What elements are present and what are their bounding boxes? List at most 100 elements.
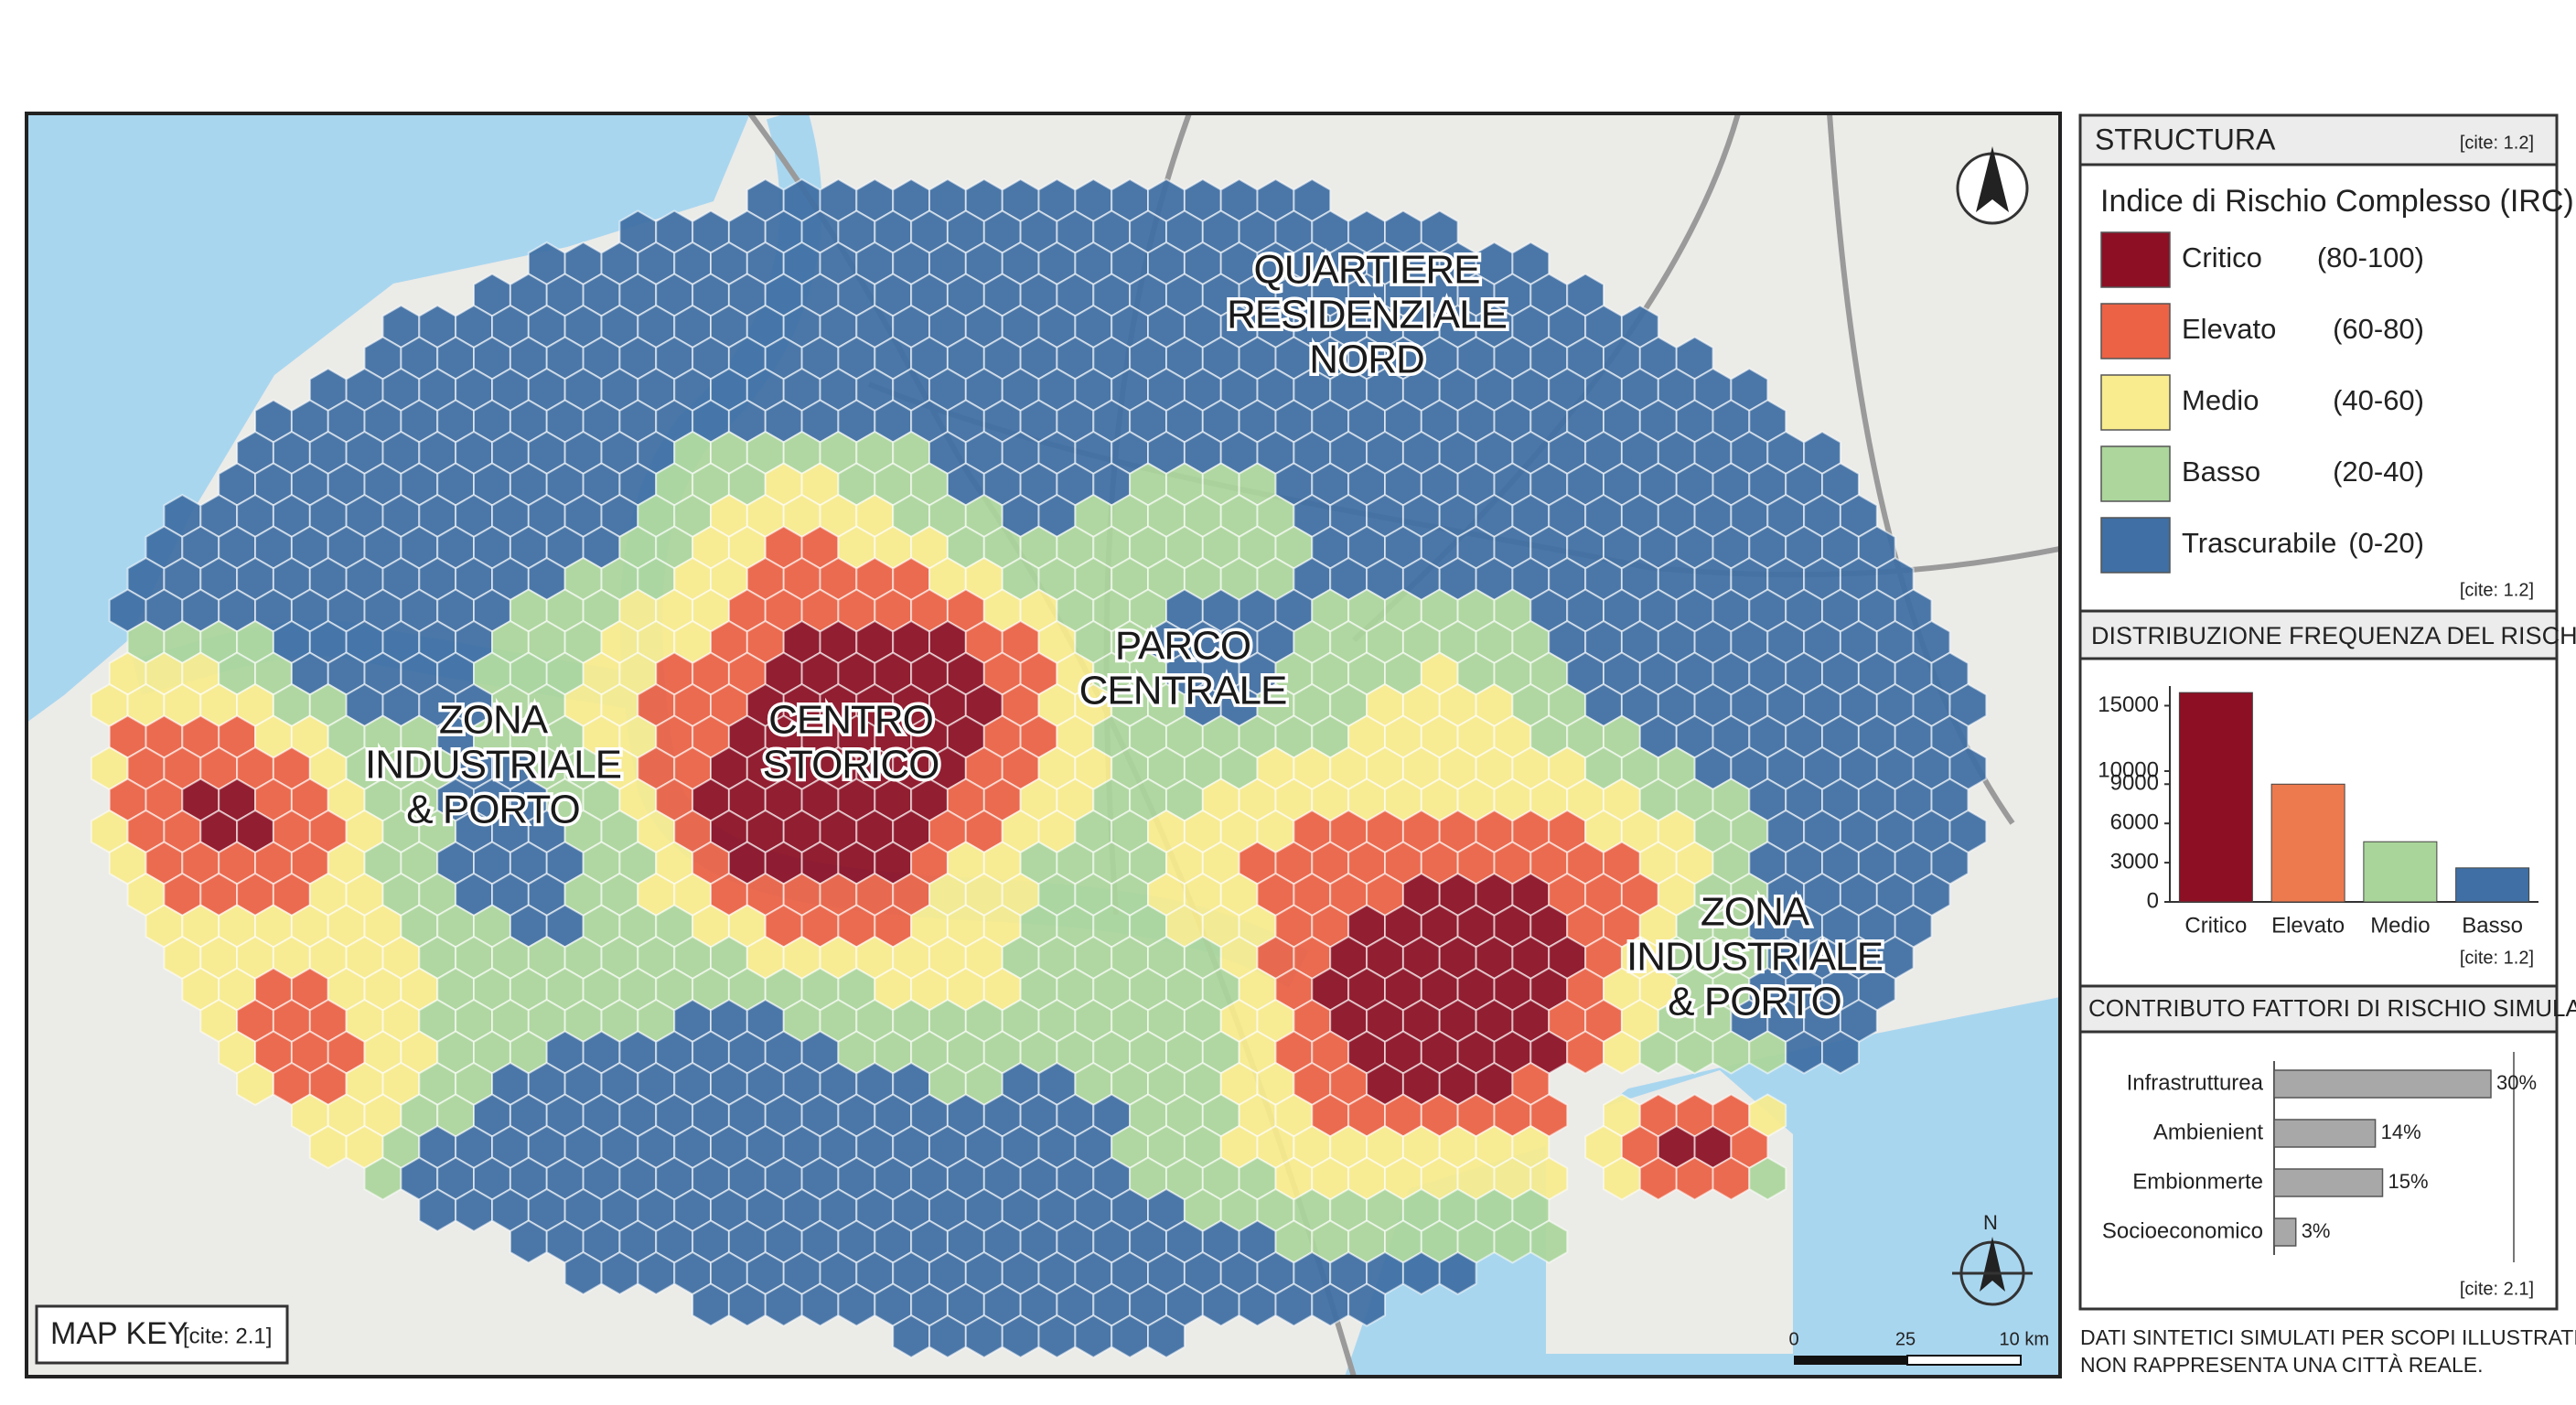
legend-name: Trascurabile: [2182, 527, 2336, 559]
legend-subtitle: Indice di Rischio Complesso (IRC): [2100, 184, 2574, 219]
hex-cell: [1675, 1030, 1714, 1075]
hex-cell: [800, 1282, 840, 1327]
map-label: QUARTIERE: [1254, 248, 1480, 293]
map-label: CENTRO: [768, 698, 933, 743]
hex-cell: [727, 1282, 767, 1327]
bar: [2273, 1217, 2297, 1247]
hex-grid: [90, 177, 1988, 1359]
hex-cell: [1147, 1314, 1186, 1359]
sea: [27, 113, 750, 723]
bar: [2270, 783, 2345, 903]
x-tick-label: Basso: [2462, 913, 2523, 938]
hex-cell: [1785, 1030, 1823, 1075]
hex-cell: [1347, 1282, 1386, 1327]
chart-title: DISTRIBUZIONE FREQUENZA DEL RISCHIO: [2091, 622, 2576, 649]
hex-cell: [1493, 1219, 1532, 1264]
bar: [2273, 1168, 2384, 1197]
hex-cell: [1530, 1219, 1569, 1264]
scale-label: 10 km: [2000, 1329, 2049, 1349]
hex-cell: [1712, 1156, 1751, 1201]
compass-small: [1952, 1237, 2033, 1306]
map-key-cite: [cite: 2.1]: [183, 1324, 272, 1348]
legend-name: Basso: [2182, 456, 2260, 488]
bar: [2455, 867, 2530, 903]
map-frame: [25, 112, 2062, 1378]
hex-cell: [1401, 1250, 1441, 1296]
value-label: 3%: [2302, 1219, 2331, 1242]
scale-bar: [1906, 1355, 2022, 1366]
hex-cell: [1748, 1156, 1787, 1201]
bar: [2273, 1069, 2492, 1099]
legend-range: (0-20): [2348, 527, 2424, 559]
value-label: 30%: [2496, 1071, 2537, 1094]
hex-cell: [1603, 1156, 1641, 1201]
chart-note: [cite: 1.2]: [2460, 948, 2534, 968]
y-tick-label: 3000: [2110, 849, 2159, 874]
legend-range: (60-80): [2333, 313, 2424, 345]
map-label: NORD: [1309, 338, 1424, 382]
legend-range: (20-40): [2333, 456, 2424, 488]
panel-header: [2078, 609, 2559, 660]
footer-line: NON RAPPRESENTA UNA CITTÀ REALE.: [2080, 1353, 2484, 1377]
hex-cell: [1821, 1030, 1860, 1075]
scale-label: 25: [1895, 1329, 1916, 1349]
hex-cell: [1201, 1282, 1240, 1327]
map-key-title: MAP KEY: [50, 1316, 188, 1351]
x-tick-label: Critico: [2184, 913, 2247, 938]
hex-cell: [308, 1124, 348, 1170]
y-tick-label: 0: [2147, 888, 2159, 913]
hex-cell: [1311, 1282, 1350, 1327]
hex-cell: [1074, 1314, 1113, 1359]
map-label: ZONA: [1701, 890, 1810, 935]
y-tick-label: 10000: [2098, 757, 2159, 782]
scale-bar: [1794, 1356, 1907, 1365]
hex-cell: [509, 1219, 548, 1264]
legend: Critico (80-100) Elevato (60-80) Medio (40-60…: [2100, 231, 2424, 574]
x-tick-label: Medio: [2370, 913, 2430, 938]
hex-cell: [1712, 1030, 1751, 1075]
legend-title: STRUCTURA: [2095, 123, 2276, 156]
y-tick-label: 6000: [2110, 810, 2159, 835]
hex-cell: [892, 1314, 930, 1359]
legend-cite: [cite: 1.2]: [2460, 133, 2534, 153]
north-label: N: [1983, 1211, 1998, 1234]
hex-cell: [928, 1314, 967, 1359]
value-label: 14%: [2381, 1121, 2421, 1143]
compass-needle: [1980, 1237, 2005, 1292]
y-tick-label: Embionmerte: [2132, 1169, 2263, 1194]
legend-swatch: [2100, 303, 2171, 359]
value-label: 15%: [2388, 1170, 2429, 1193]
map-label: CENTRALE: [1079, 669, 1287, 713]
hex-cell: [600, 1250, 639, 1296]
map-label: & PORTO: [1668, 980, 1841, 1024]
y-tick-label: Infrastrutturea: [2127, 1070, 2264, 1095]
compass-needle: [1976, 146, 2009, 212]
hex-cell: [1675, 1156, 1714, 1201]
chart-note: [cite: 2.1]: [2460, 1279, 2534, 1299]
hex-cell: [1001, 1314, 1040, 1359]
map-label: INDUSTRIALE: [365, 743, 621, 788]
scale-label: 0: [1788, 1329, 1798, 1349]
panel-header: [2078, 113, 2559, 166]
legend-name: Critico: [2182, 241, 2262, 273]
bar: [2363, 841, 2438, 903]
y-tick-label: 15000: [2098, 692, 2159, 717]
map-label: ZONA: [439, 698, 549, 743]
map-key-box: [35, 1304, 289, 1365]
hex-cell: [418, 1187, 457, 1233]
x-tick-label: Elevato: [2271, 913, 2345, 938]
legend-swatch: [2100, 517, 2171, 574]
legend-swatch: [2100, 445, 2171, 502]
map-label: STORICO: [763, 743, 939, 788]
hex-cell: [692, 1282, 730, 1327]
hex-cell: [1111, 1314, 1149, 1359]
legend-name: Medio: [2182, 384, 2259, 416]
legend-name: Elevato: [2182, 313, 2276, 345]
compass: [1956, 146, 2029, 225]
map-label: & PORTO: [406, 788, 579, 832]
map-label: PARCO: [1115, 624, 1250, 669]
